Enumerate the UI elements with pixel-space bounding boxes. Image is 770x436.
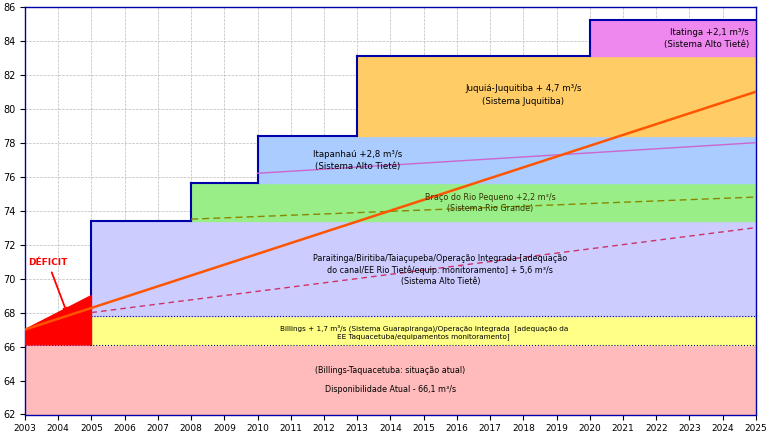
Polygon shape <box>25 296 92 345</box>
Text: Billings + 1,7 m³/s (Sistema Guarapiranga)/Operação Integrada  [adequação da: Billings + 1,7 m³/s (Sistema Guarapirang… <box>280 324 567 332</box>
Text: (Billings-Taquacetuba: situação atual): (Billings-Taquacetuba: situação atual) <box>315 366 466 375</box>
Text: (Sistema Rio Grande): (Sistema Rio Grande) <box>447 204 533 213</box>
Text: Paraitinga/Biritiba/Taiaçupeba/Operação Integrada [adequação: Paraitinga/Biritiba/Taiaçupeba/Operação … <box>313 254 567 263</box>
Text: EE Taquacetuba/equipamentos monitoramento]: EE Taquacetuba/equipamentos monitorament… <box>337 333 510 340</box>
Text: (Sistema Alto Tietê): (Sistema Alto Tietê) <box>664 40 749 49</box>
Text: DÉFICIT: DÉFICIT <box>28 258 68 311</box>
Text: (Sistema Juquitiba): (Sistema Juquitiba) <box>482 97 564 106</box>
Text: (Sistema Alto Tietê): (Sistema Alto Tietê) <box>400 277 480 286</box>
Text: Juquiá-Juquitiba + 4,7 m³/s: Juquiá-Juquitiba + 4,7 m³/s <box>465 84 581 93</box>
Text: Disponibilidade Atual - 66,1 m³/s: Disponibilidade Atual - 66,1 m³/s <box>325 385 456 394</box>
Text: (Sistema Alto Tietê): (Sistema Alto Tietê) <box>315 162 400 171</box>
Text: Itatinga +2,1 m³/s: Itatinga +2,1 m³/s <box>671 28 749 37</box>
Text: Itapanhaú +2,8 m³/s: Itapanhaú +2,8 m³/s <box>313 150 402 159</box>
Text: do canal/EE Rio Tietê/equip. monitoramento] + 5,6 m³/s: do canal/EE Rio Tietê/equip. monitoramen… <box>327 266 553 275</box>
Text: Braço do Rio Pequeno +2,2 m³/s: Braço do Rio Pequeno +2,2 m³/s <box>425 194 555 202</box>
